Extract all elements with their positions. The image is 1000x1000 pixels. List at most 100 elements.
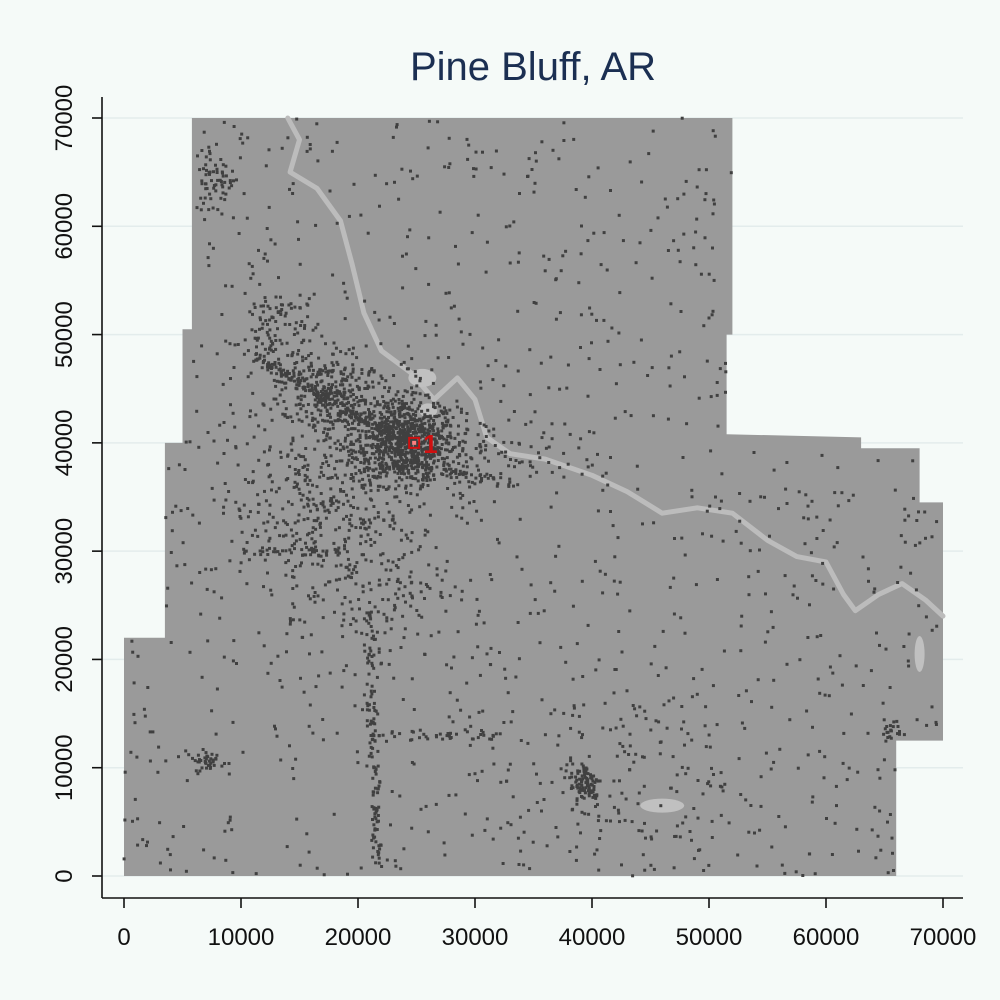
developed-point [371, 422, 375, 426]
developed-point [196, 760, 200, 764]
developed-point [499, 780, 503, 784]
developed-point [141, 838, 145, 842]
developed-point [242, 547, 246, 551]
developed-point [330, 361, 334, 365]
developed-point [305, 475, 309, 479]
x-tick-label: 50000 [676, 924, 743, 951]
developed-point [469, 724, 473, 728]
developed-point [371, 721, 375, 725]
developed-point [432, 419, 436, 422]
developed-point [403, 472, 406, 476]
developed-point [642, 755, 646, 759]
developed-point [387, 662, 391, 666]
developed-point [685, 422, 689, 426]
developed-point [455, 455, 459, 459]
developed-point [334, 528, 338, 532]
developed-point [336, 413, 340, 417]
developed-point [246, 136, 250, 140]
developed-point [245, 216, 249, 220]
developed-point [354, 450, 358, 454]
developed-point [324, 551, 328, 555]
developed-point [329, 420, 332, 424]
developed-point [399, 467, 403, 471]
developed-point [455, 514, 459, 518]
developed-point [398, 469, 401, 473]
developed-point [306, 517, 310, 521]
developed-point [302, 379, 306, 383]
developed-point [288, 744, 291, 748]
developed-point [566, 363, 570, 367]
developed-point [479, 518, 483, 522]
developed-point [417, 613, 421, 617]
developed-point [801, 874, 805, 877]
developed-point [357, 450, 361, 454]
developed-point [397, 398, 401, 401]
developed-point [393, 452, 397, 456]
developed-point [265, 330, 269, 334]
developed-point [719, 499, 723, 503]
developed-point [716, 424, 720, 428]
developed-point [403, 461, 407, 465]
developed-point [688, 830, 692, 833]
developed-point [406, 367, 410, 371]
developed-point [248, 415, 252, 419]
developed-point [586, 772, 590, 776]
developed-point [365, 611, 369, 615]
developed-point [374, 467, 378, 471]
developed-point [398, 429, 402, 433]
developed-point [252, 302, 256, 306]
developed-point [465, 521, 469, 525]
developed-point [369, 543, 373, 547]
developed-point [196, 753, 200, 757]
developed-point [579, 252, 583, 256]
developed-point [364, 558, 368, 562]
developed-point [544, 446, 548, 450]
developed-point [334, 380, 338, 384]
developed-point [367, 408, 371, 411]
developed-point [581, 764, 585, 768]
developed-point [305, 149, 309, 153]
developed-point [405, 476, 409, 480]
developed-point [583, 773, 587, 777]
developed-point [284, 533, 288, 537]
developed-point [424, 468, 428, 472]
developed-point [373, 404, 377, 408]
developed-point [167, 467, 171, 471]
developed-point [692, 857, 696, 861]
developed-point [331, 426, 335, 430]
developed-point [268, 328, 272, 332]
developed-point [465, 137, 469, 141]
developed-point [806, 636, 810, 639]
developed-point [364, 344, 368, 348]
developed-point [845, 778, 849, 782]
developed-point [478, 443, 482, 446]
developed-point [348, 522, 352, 526]
developed-point [633, 707, 637, 711]
developed-point [357, 404, 361, 408]
developed-point [338, 418, 342, 422]
developed-point [324, 456, 328, 459]
developed-point [211, 246, 215, 250]
developed-point [785, 502, 789, 505]
developed-point [384, 450, 388, 454]
developed-point [373, 739, 377, 743]
developed-point [834, 784, 838, 788]
developed-point [395, 125, 398, 129]
developed-point [450, 505, 454, 509]
developed-point [228, 179, 232, 183]
developed-point [274, 347, 278, 351]
developed-point [350, 452, 354, 456]
developed-point [449, 731, 452, 735]
developed-point [297, 453, 301, 457]
developed-point [212, 170, 215, 174]
developed-point [413, 455, 417, 459]
developed-point [479, 386, 483, 390]
developed-point [485, 652, 489, 656]
developed-point [405, 457, 409, 461]
developed-point [542, 798, 546, 801]
developed-point [643, 709, 647, 713]
developed-point [257, 502, 261, 506]
developed-point [221, 382, 225, 386]
developed-point [328, 401, 332, 405]
developed-point [284, 561, 288, 565]
